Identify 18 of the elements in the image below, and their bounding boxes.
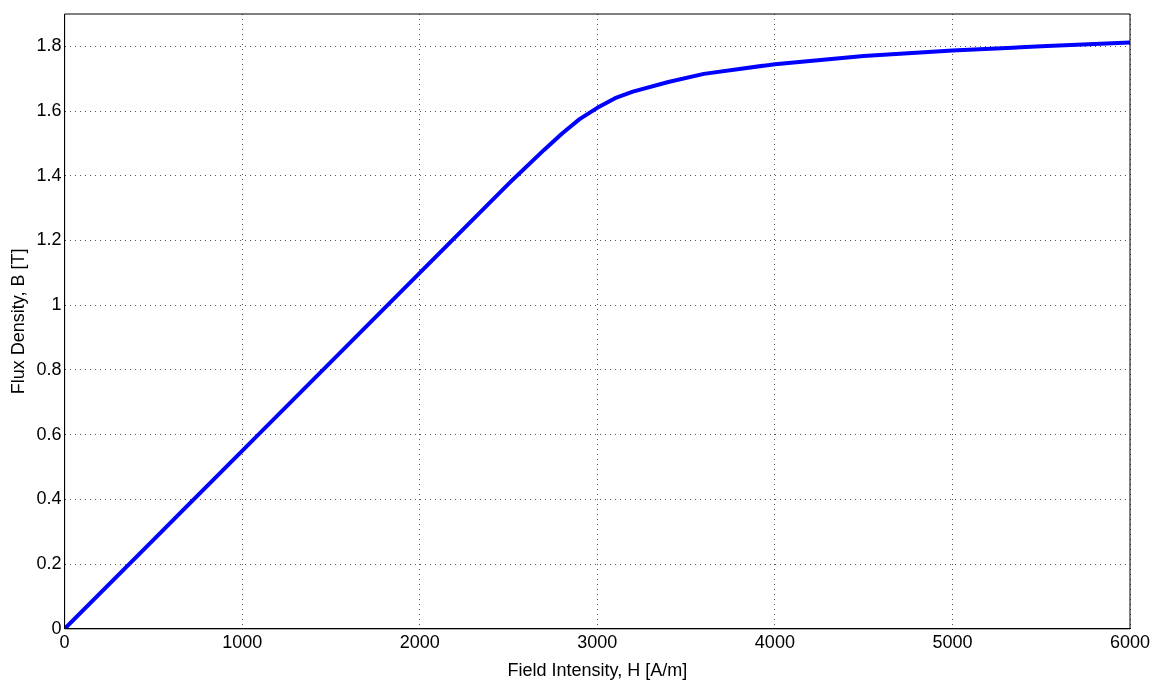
y-tick-label: 1.8 — [36, 35, 62, 56]
y-tick-label: 1.2 — [36, 229, 62, 250]
y-axis-title: Flux Density, B [T] — [7, 248, 28, 395]
y-tick-label: 1.6 — [36, 100, 62, 121]
x-tick-label: 4000 — [754, 631, 795, 652]
y-tick-label: 0.8 — [36, 358, 62, 379]
y-tick-label: 1.4 — [36, 164, 62, 185]
x-tick-label: 3000 — [577, 631, 618, 652]
y-tick-label: 0.2 — [36, 553, 62, 574]
y-tick-label: 0.4 — [36, 488, 62, 509]
y-tick-label: 1 — [51, 294, 62, 315]
x-tick-label: 6000 — [1109, 631, 1151, 652]
x-axis-title: Field Intensity, H [A/m] — [507, 660, 688, 681]
y-tick-label: 0 — [51, 617, 62, 638]
x-tick-label: 2000 — [399, 631, 440, 652]
x-tick-label: 5000 — [932, 631, 973, 652]
x-tick-label: 1000 — [222, 631, 263, 652]
y-tick-label: 0.6 — [36, 423, 62, 444]
